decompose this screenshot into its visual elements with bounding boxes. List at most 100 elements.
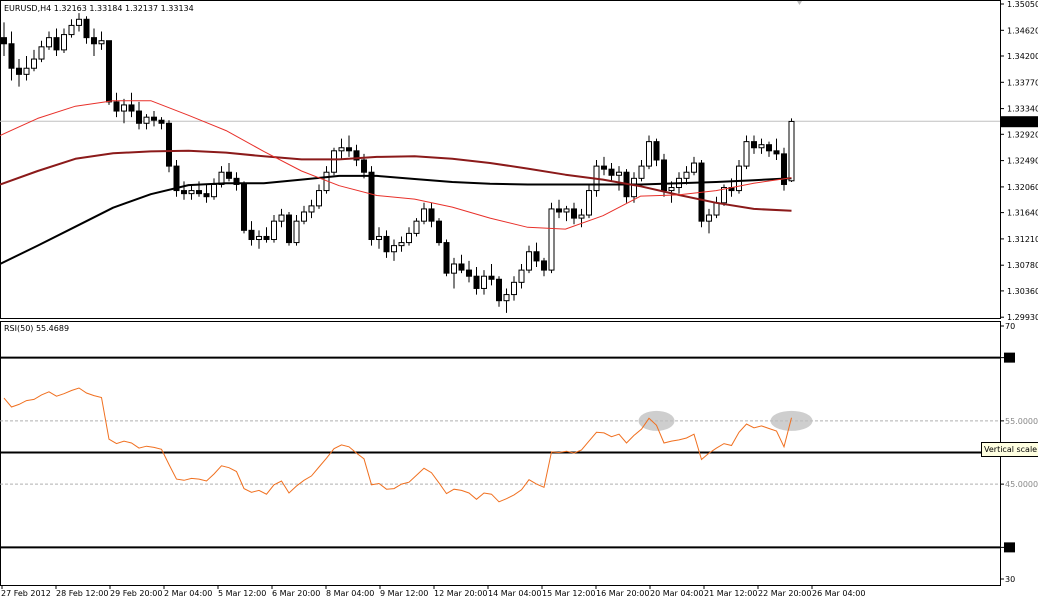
candle-body	[338, 147, 345, 152]
candle-body	[233, 177, 240, 185]
candle-body	[196, 190, 202, 195]
candle-body	[376, 235, 382, 241]
time-axis-label: 20 Mar 04:00	[650, 589, 703, 598]
candle-body	[361, 159, 367, 173]
price-axis-label: 1.31210	[1007, 235, 1038, 244]
candle-body	[638, 165, 645, 179]
candle-body	[226, 171, 232, 179]
rsi-header: RSI(50) 55.4689	[4, 324, 69, 333]
time-axis-label: 16 Mar 20:00	[596, 589, 649, 598]
current-price-marker	[1001, 116, 1038, 128]
candle-body	[61, 34, 67, 51]
candle-body	[443, 242, 450, 274]
candle-body	[683, 171, 690, 179]
time-axis-label: 9 Mar 12:00	[380, 589, 428, 598]
ma-fast-line	[0, 100, 792, 230]
candle-body	[436, 220, 442, 244]
price-axis-label: 1.35050	[1007, 0, 1038, 9]
candle-body	[758, 144, 765, 149]
time-axis-label: 12 Mar 20:00	[434, 589, 487, 598]
candle-body	[743, 141, 750, 167]
candle-body	[571, 208, 577, 219]
candle-body	[773, 150, 780, 155]
candle-body	[563, 208, 570, 213]
candle-body	[286, 214, 292, 244]
candle-body	[158, 119, 165, 124]
candle-body	[383, 235, 390, 253]
candle-body	[136, 110, 142, 124]
candle-body	[668, 187, 675, 192]
candle-body	[31, 58, 37, 69]
candle-body	[503, 294, 510, 302]
candle-body	[788, 120, 795, 182]
symbol-header: EURUSD,H4 1.32163 1.33184 1.32137 1.3313…	[4, 4, 194, 13]
price-axis-label: 1.29930	[1007, 313, 1038, 322]
candle-body	[481, 275, 487, 289]
price-axis-label: 1.32920	[1007, 130, 1038, 139]
current-price-label: 1.33134	[1005, 117, 1038, 126]
candle-body	[68, 24, 75, 36]
time-axis-label: 26 Mar 04:00	[812, 589, 865, 598]
time-axis-label: 6 Mar 20:00	[272, 589, 320, 598]
price-axis-label: 1.33340	[1007, 105, 1038, 114]
candle-body	[511, 281, 517, 296]
candle-body	[301, 211, 307, 222]
candle-body	[188, 190, 195, 195]
price-axis-label: 1.34200	[1007, 52, 1038, 61]
price-axis-label: 1.32060	[1007, 183, 1038, 192]
candle-body	[706, 214, 712, 222]
candle-body	[391, 245, 397, 253]
time-axis-label: 8 Mar 04:00	[326, 589, 374, 598]
candle-body	[218, 171, 225, 185]
candle-body	[76, 18, 82, 26]
candle-body	[406, 232, 412, 244]
candle-body	[241, 183, 247, 231]
candle-body	[53, 37, 60, 51]
ma-mid-line	[0, 149, 792, 212]
ma-slow-line	[0, 174, 792, 265]
time-axis-label: 5 Mar 12:00	[218, 589, 266, 598]
vertical-scale-tooltip: Vertical scale	[981, 442, 1038, 457]
candle-body	[308, 205, 315, 213]
rsi-highlight-ellipse	[638, 410, 675, 431]
candle-body	[368, 171, 375, 241]
rsi-level-marker	[1004, 542, 1015, 553]
candle-body	[413, 220, 420, 234]
candle-body	[766, 144, 772, 152]
candle-body	[631, 177, 637, 198]
price-axis-label: 1.34620	[1007, 26, 1038, 35]
candle-body	[121, 104, 127, 112]
candle-body	[316, 190, 322, 207]
rsi-axis-label: 65	[1005, 354, 1015, 363]
candle-body	[578, 214, 585, 219]
candle-body	[713, 202, 720, 216]
candle-body	[256, 235, 262, 241]
candle-body	[23, 67, 30, 75]
time-axis-label: 21 Mar 12:00	[704, 589, 757, 598]
candle-body	[353, 150, 360, 161]
time-axis-label: 28 Feb 12:00	[56, 589, 108, 598]
time-axis-label: 15 Mar 12:00	[542, 589, 595, 598]
candle-body	[548, 208, 555, 271]
candle-body	[421, 208, 427, 222]
candle-body	[721, 187, 727, 204]
candle-body	[91, 37, 97, 45]
candle-body	[331, 150, 337, 173]
rsi-line	[3, 387, 792, 503]
candle-body	[203, 193, 210, 198]
time-axis-label: 22 Mar 20:00	[758, 589, 811, 598]
candle-body	[526, 251, 532, 271]
time-axis-label: 14 Mar 04:00	[488, 589, 541, 598]
candle-body	[646, 141, 652, 167]
candle-body	[113, 101, 120, 112]
candle-body	[541, 260, 547, 271]
candle-body	[128, 104, 135, 112]
candle-body	[616, 171, 622, 176]
candle-body	[271, 220, 277, 241]
candle-body	[653, 141, 660, 161]
candle-body	[488, 275, 495, 280]
rsi-axis-label: 45.0000	[1005, 480, 1038, 489]
candle-body	[751, 141, 757, 149]
